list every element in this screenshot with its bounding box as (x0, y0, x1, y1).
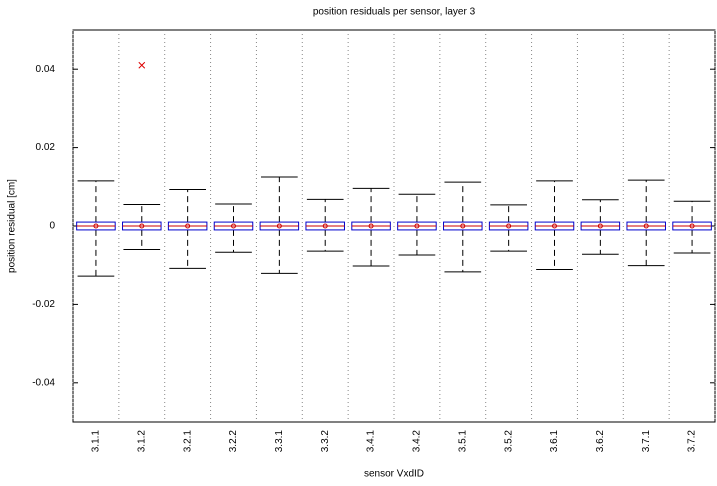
mean (231, 223, 236, 229)
mean (414, 223, 420, 229)
mean (368, 223, 374, 229)
x-tick-label: 3.3.1 (274, 430, 285, 453)
mean (506, 223, 512, 229)
chart-title: position residuals per sensor, layer 3 (313, 7, 476, 18)
x-tick-label: 3.7.2 (687, 430, 698, 453)
mean (185, 223, 191, 229)
x-tick-label: 3.1.1 (91, 430, 102, 453)
mean (597, 223, 603, 229)
mean (643, 223, 649, 229)
x-tick-label: 3.1.2 (136, 430, 147, 453)
y-tick-label: 0.02 (36, 142, 56, 153)
x-tick-label: 3.6.2 (595, 430, 606, 453)
mean (689, 223, 695, 229)
x-tick-label: 3.4.1 (366, 430, 377, 453)
mean (139, 223, 145, 229)
x-tick-label: 3.5.2 (503, 430, 514, 453)
x-tick-label: 3.5.1 (457, 430, 468, 453)
mean (460, 223, 466, 229)
y-tick-label: -0.04 (32, 377, 55, 388)
y-tick-label: 0 (49, 221, 55, 232)
mean (322, 223, 328, 229)
y-axis-label: position residual [cm] (7, 179, 18, 273)
x-tick-label: 3.2.2 (228, 430, 239, 453)
mean (93, 223, 99, 229)
x-axis-label: sensor VxdID (364, 469, 424, 480)
mean (552, 223, 557, 229)
x-tick-label: 3.7.1 (641, 430, 652, 453)
y-tick-label: 0.04 (36, 64, 56, 75)
y-tick-label: -0.02 (32, 299, 55, 310)
x-tick-label: 3.3.2 (320, 430, 331, 453)
mean (276, 223, 282, 229)
x-tick-label: 3.4.2 (412, 430, 423, 453)
x-tick-label: 3.6.1 (549, 430, 560, 453)
outlier (138, 61, 146, 69)
x-tick-label: 3.2.1 (182, 430, 193, 453)
